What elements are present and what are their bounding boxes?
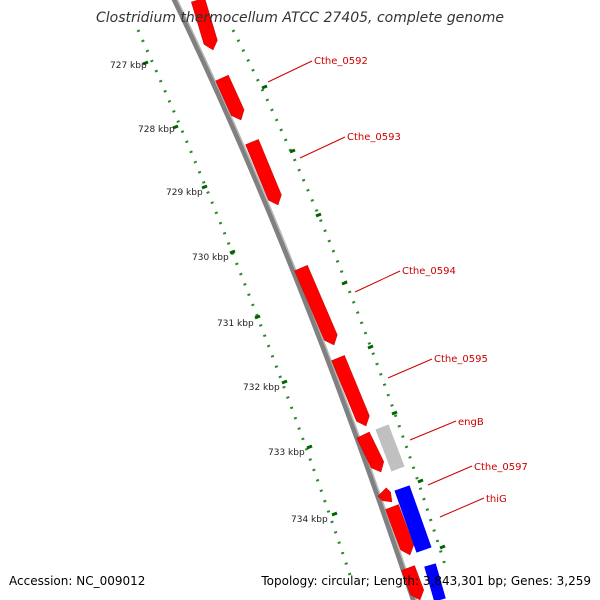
major-tick-mark xyxy=(201,184,208,190)
tick-label: 730 kbp xyxy=(192,253,229,263)
gene-leader-line xyxy=(299,136,346,159)
major-tick-mark xyxy=(172,124,179,130)
gene-arrow-cthe-0595 xyxy=(331,355,370,427)
major-tick-mark xyxy=(331,511,338,517)
outer-tick-mark xyxy=(315,212,322,218)
gene-leader-line xyxy=(439,497,485,518)
tick-label: 733 kbp xyxy=(268,448,305,458)
gene-block-bottom-blue xyxy=(424,563,446,600)
backbone-circle xyxy=(171,0,416,600)
tick-label: 728 kbp xyxy=(138,125,175,135)
gene-label: Cthe_0595 xyxy=(434,354,488,365)
outer-tick-mark xyxy=(341,280,348,286)
gene-leader-line xyxy=(267,60,313,83)
tick-label: 727 kbp xyxy=(110,61,147,71)
major-tick-mark xyxy=(142,60,149,66)
gene-arrow-cthe-0592 xyxy=(215,74,245,121)
gene-leader-line xyxy=(387,358,433,379)
feature-grey xyxy=(375,424,405,472)
tick-label: 732 kbp xyxy=(243,383,280,393)
gene-label: Cthe_0592 xyxy=(314,56,368,67)
genome-summary-text: Topology: circular; Length: 3,843,301 bp… xyxy=(261,574,591,588)
outer-tick-track xyxy=(231,29,447,566)
labels-layer: 727 kbp 728 kbp 729 kbp 730 kbp 731 kbp 732 k… xyxy=(110,56,528,525)
gene-arrow-top xyxy=(191,0,218,51)
gene-label: Cthe_0594 xyxy=(402,266,456,277)
gene-arrow-lower xyxy=(385,504,414,556)
outer-tick-mark xyxy=(289,148,296,154)
map-title: Clostridium thermocellum ATCC 27405, com… xyxy=(96,10,504,26)
major-tick-mark xyxy=(254,314,261,320)
major-tick-mark xyxy=(281,379,288,385)
gene-arrow-cthe-0597 xyxy=(377,487,393,503)
tick-label: 731 kbp xyxy=(217,319,254,329)
outer-tick-mark xyxy=(417,478,424,484)
outer-tick-mark xyxy=(391,410,398,416)
gene-leader-line xyxy=(409,420,457,441)
features-layer xyxy=(191,0,446,600)
tick-label: 729 kbp xyxy=(166,188,203,198)
gene-label: engB xyxy=(458,417,484,428)
gene-arrow-bottom xyxy=(401,565,424,600)
major-tick-mark xyxy=(306,444,313,450)
major-tick-mark xyxy=(229,249,236,255)
gene-leader-line xyxy=(354,270,401,293)
gene-label: Cthe_0597 xyxy=(474,462,528,473)
gene-label: thiG xyxy=(486,494,507,505)
gene-arrow-cthe-0593 xyxy=(245,139,282,206)
gene-arrow-cthe-0594 xyxy=(294,264,338,346)
tick-dots-layer xyxy=(136,29,447,576)
gene-block-thig xyxy=(394,485,432,553)
gene-arrow-engb xyxy=(356,431,385,473)
outer-tick-mark xyxy=(439,544,446,550)
accession-text: Accession: NC_009012 xyxy=(9,574,146,588)
gene-leader-line xyxy=(427,465,473,486)
outer-tick-mark xyxy=(261,84,268,90)
gene-label: Cthe_0593 xyxy=(347,132,401,143)
outer-tick-mark xyxy=(367,344,374,350)
tick-label: 734 kbp xyxy=(291,515,328,525)
backbone-layer xyxy=(171,0,418,600)
